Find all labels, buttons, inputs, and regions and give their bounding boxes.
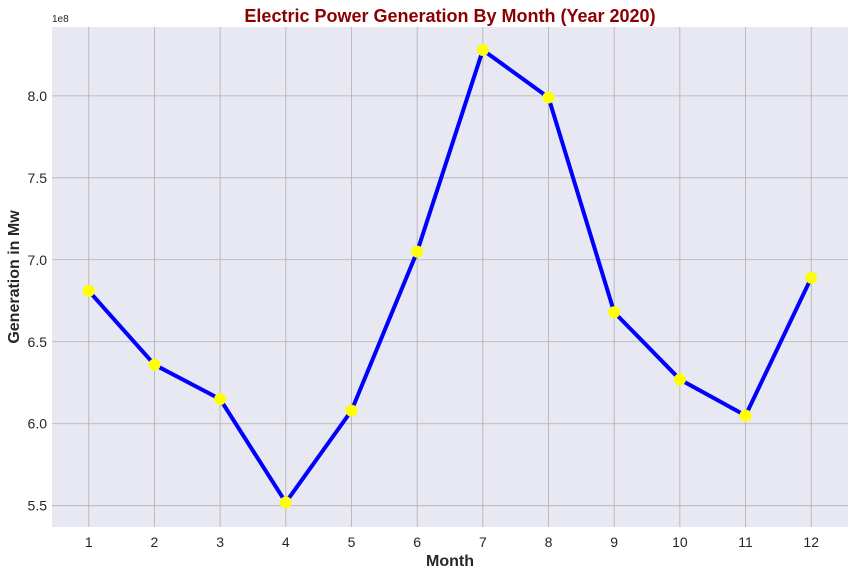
- x-tick-label: 3: [216, 534, 224, 550]
- y-tick-label: 5.5: [28, 498, 48, 514]
- y-tick-label: 7.0: [28, 252, 48, 268]
- data-point: [476, 43, 489, 56]
- data-points: [82, 43, 818, 509]
- x-tick-label: 10: [672, 534, 688, 550]
- y-tick-label: 8.0: [28, 88, 48, 104]
- y-axis-label: Generation in Mw: [6, 210, 23, 344]
- data-point: [411, 245, 424, 258]
- y-axis-offset-label: 1e8: [52, 14, 69, 25]
- data-point: [739, 409, 752, 422]
- x-tick-label: 7: [479, 534, 487, 550]
- series-line: [87, 47, 814, 505]
- y-tick-label: 6.0: [28, 416, 48, 432]
- y-axis-ticks: 5.5 6.0 6.5 7.0 7.5 8.0: [28, 88, 48, 514]
- plot-area: [52, 27, 848, 527]
- x-axis-label: Month: [426, 553, 474, 570]
- x-axis-ticks: 1 2 3 4 5 6 7 8 9 10 11 12: [85, 534, 819, 550]
- x-tick-label: 12: [803, 534, 819, 550]
- data-point: [673, 373, 686, 386]
- data-point: [148, 358, 161, 371]
- x-tick-label: 11: [738, 534, 753, 550]
- x-tick-label: 2: [151, 534, 159, 550]
- grid-lines: [52, 27, 848, 527]
- x-tick-label: 4: [282, 534, 290, 550]
- x-tick-label: 1: [85, 534, 93, 550]
- x-tick-label: 9: [610, 534, 618, 550]
- data-point: [805, 271, 818, 284]
- x-tick-label: 5: [348, 534, 356, 550]
- x-tick-label: 6: [413, 534, 421, 550]
- data-point: [279, 496, 292, 509]
- y-tick-label: 6.5: [28, 334, 48, 350]
- chart-title: Electric Power Generation By Month (Year…: [244, 6, 655, 26]
- data-point: [542, 91, 555, 104]
- y-tick-label: 7.5: [28, 170, 48, 186]
- data-point: [214, 393, 227, 406]
- data-point: [345, 404, 358, 417]
- data-point: [82, 284, 95, 297]
- x-tick-label: 8: [545, 534, 553, 550]
- data-point: [608, 306, 621, 319]
